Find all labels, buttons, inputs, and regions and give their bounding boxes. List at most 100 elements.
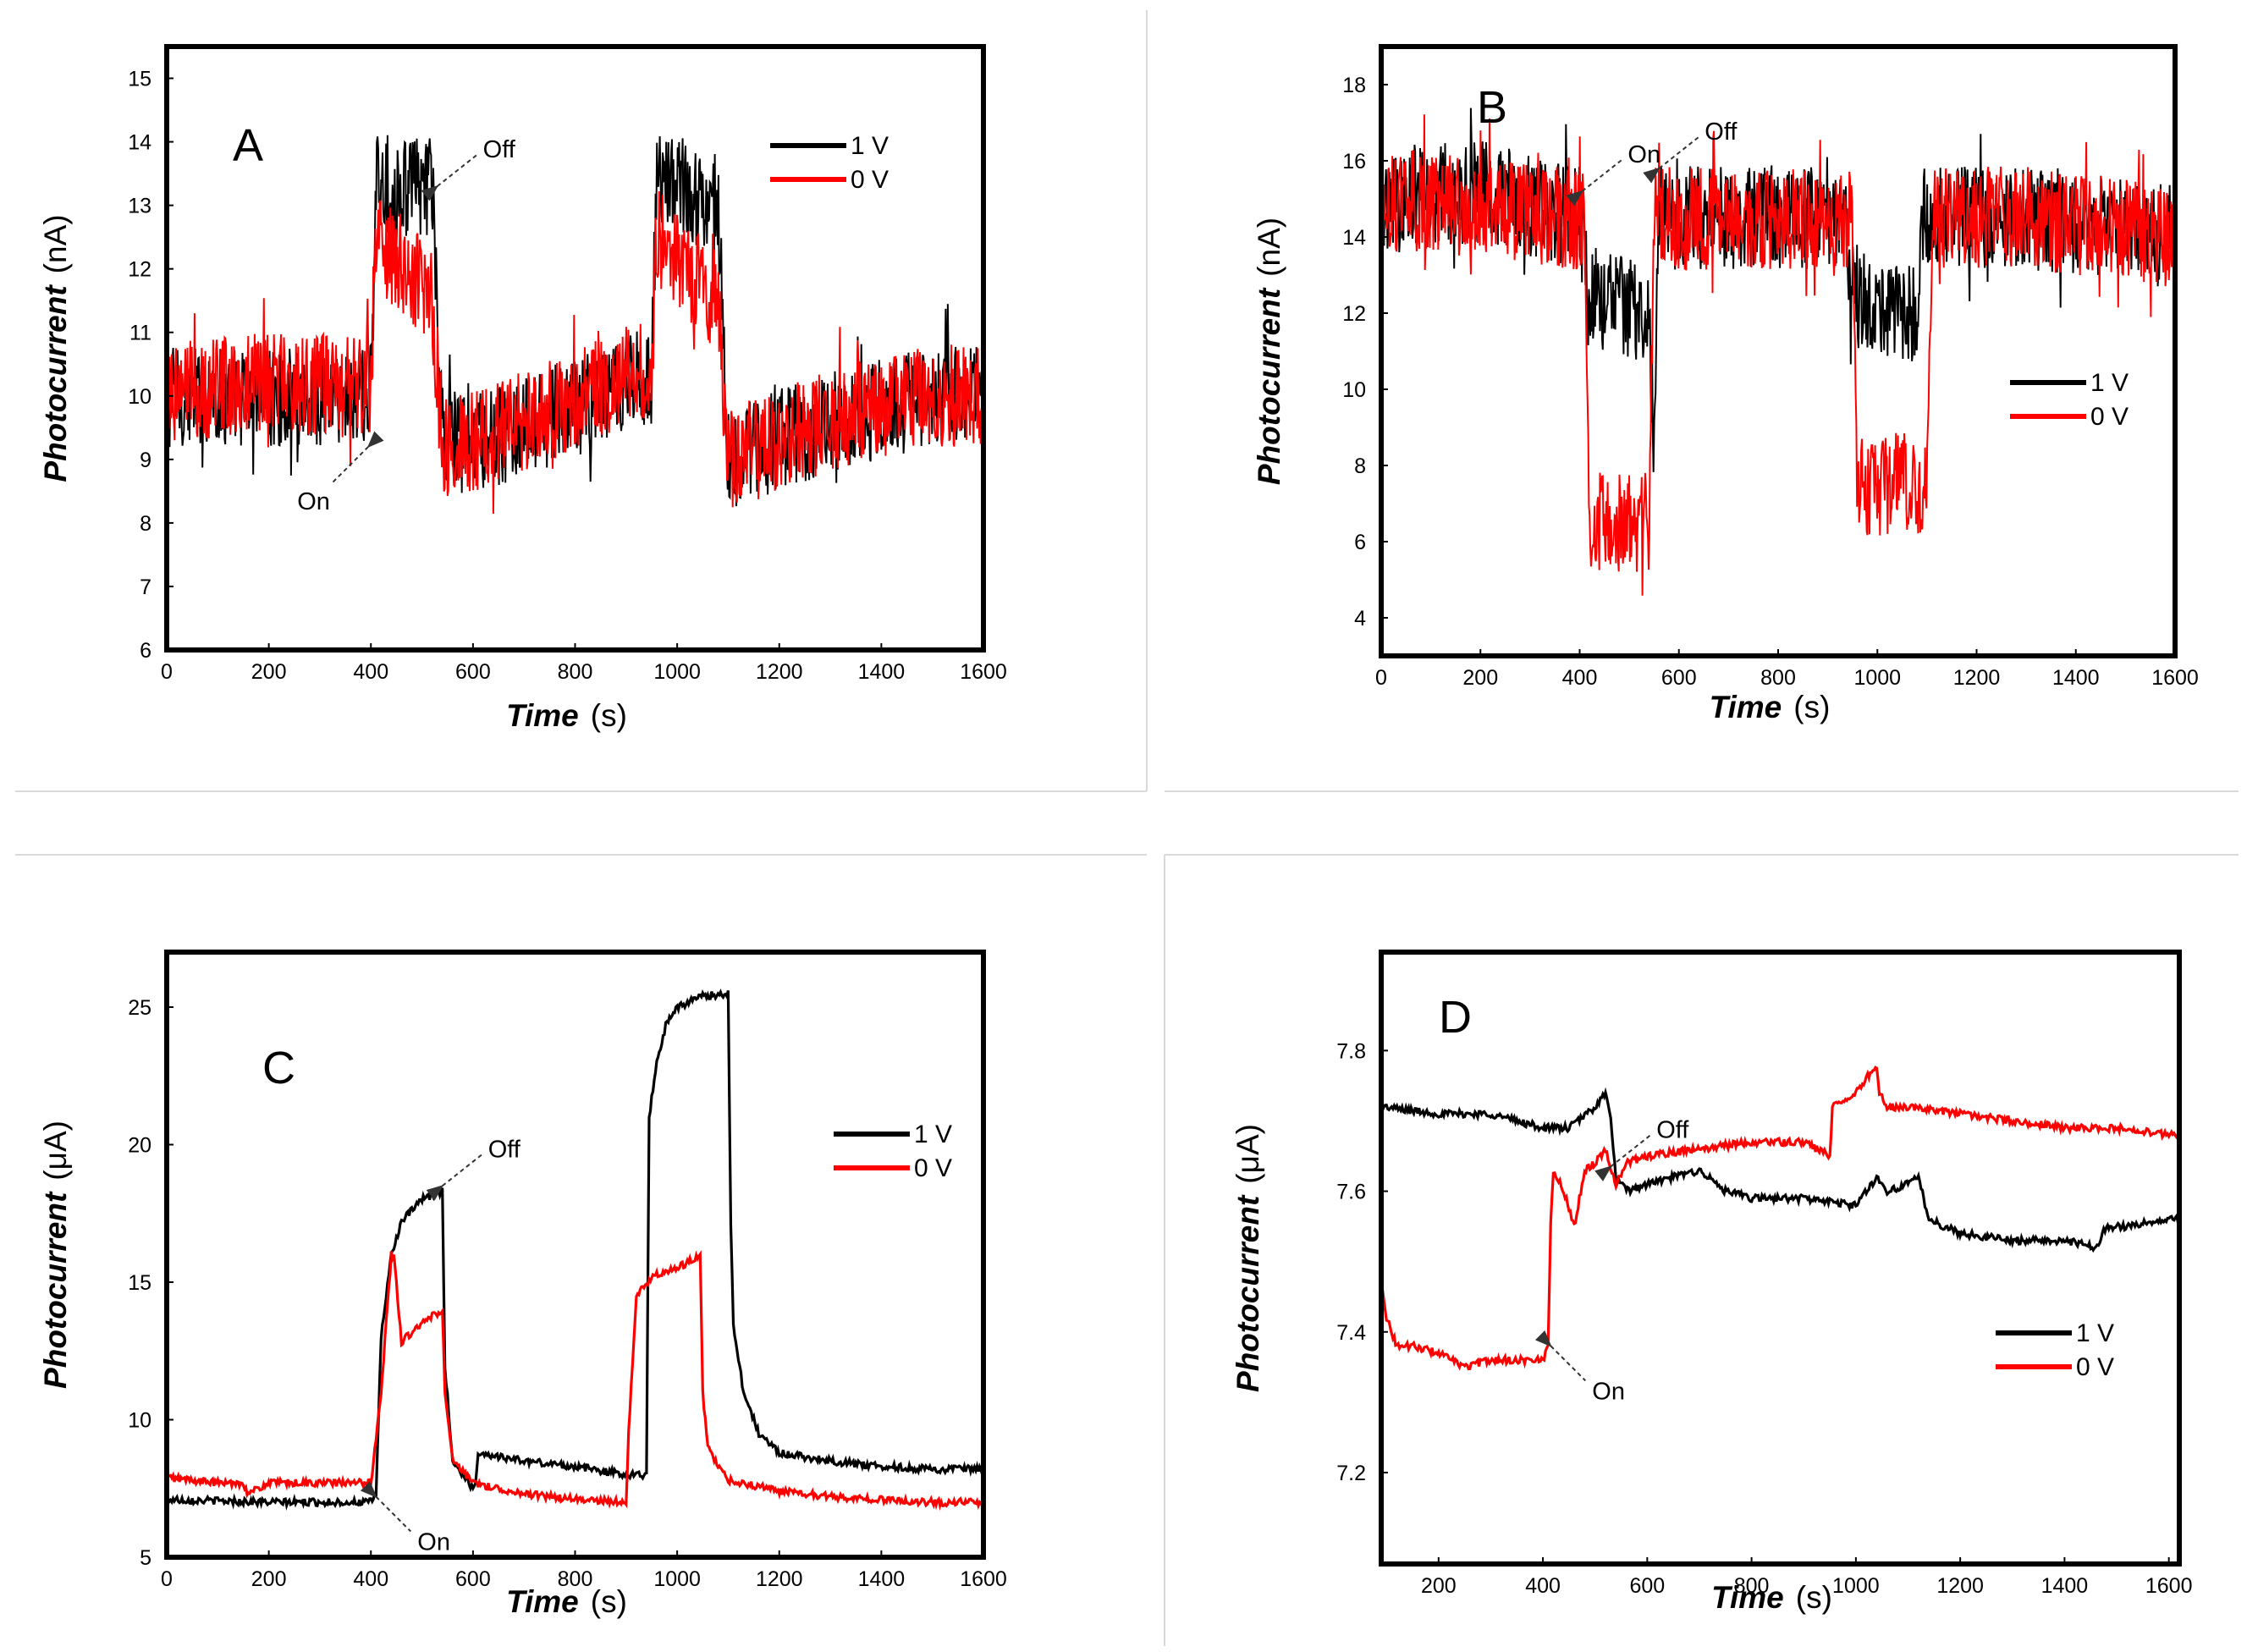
x-tick-label: 1600: [2151, 666, 2199, 690]
legend-label: 0 V: [2076, 1353, 2114, 1381]
y-tick-label: 15: [128, 1271, 151, 1295]
x-tick-label: 1000: [653, 1567, 701, 1591]
annotation-label: On: [297, 488, 330, 515]
x-tick-label: 1200: [756, 660, 803, 684]
legend-label: 0 V: [851, 166, 889, 194]
y-tick-label: 5: [140, 1546, 151, 1570]
legend-label: 1 V: [851, 132, 889, 160]
x-tick-label: 1600: [960, 660, 1007, 684]
annotation-label: On: [417, 1529, 450, 1556]
y-tick-label: 16: [1342, 150, 1366, 173]
annotation-arrow: [1643, 135, 1700, 184]
plot-frame: [1379, 950, 2182, 1567]
x-tick-label: 0: [161, 660, 173, 684]
legend-label: 1 V: [914, 1121, 952, 1148]
panel-label: B: [1477, 82, 1507, 133]
y-tick-label: 7.2: [1336, 1462, 1366, 1485]
series-line-1v: [167, 988, 983, 1511]
series-line-1v: [1381, 1087, 2179, 1253]
x-tick-label: 400: [353, 660, 388, 684]
y-tick-label: 14: [1342, 226, 1366, 250]
y-tick-label: 13: [128, 195, 151, 218]
annotation-arrow: [421, 153, 479, 201]
x-tick-label: 1200: [1936, 1574, 1984, 1598]
panel-label: A: [233, 120, 263, 171]
x-tick-label: 1000: [1853, 666, 1901, 690]
chart-panel-d: 200 400 600 800 1000 1200 1400 1600 7.2 7.4 7.6 7.8…: [1231, 950, 2193, 1615]
y-tick-label: 12: [128, 258, 151, 282]
x-tick-label: 1000: [1832, 1574, 1880, 1598]
x-tick-label: 1000: [653, 660, 701, 684]
chart-panel-b: 0 200 400 600 800 1000 1200 1400 1600 4 6 8 10 12 14 16…: [1252, 44, 2199, 724]
x-tick-label: 1600: [960, 1567, 1007, 1591]
x-tick-label: 1200: [756, 1567, 803, 1591]
y-tick-label: 6: [1354, 531, 1366, 554]
series-line-0v: [1381, 1066, 2179, 1371]
x-tick-label: 200: [251, 1567, 287, 1591]
legend-label: 1 V: [2076, 1319, 2114, 1347]
x-tick-label: 600: [455, 1567, 491, 1591]
x-tick-label: 200: [1421, 1574, 1457, 1598]
panel-label: D: [1439, 992, 1472, 1043]
y-tick-label: 10: [128, 1409, 151, 1433]
legend-label: 1 V: [2090, 369, 2129, 397]
x-tick-label: 800: [1734, 1574, 1770, 1598]
annotation-label: Off: [1705, 118, 1738, 146]
legend-label: 0 V: [914, 1154, 952, 1182]
chart-panel-a: 0 200 400 600 800 1000 1200 1400 1600 6 7 8 9 10 11 12 1…: [38, 44, 1007, 733]
y-tick-label: 14: [128, 131, 151, 155]
x-tick-label: 200: [251, 660, 287, 684]
annotation-arrow: [1566, 158, 1624, 206]
y-tick-label: 15: [128, 68, 151, 91]
y-tick-label: 4: [1354, 607, 1366, 631]
y-tick-label: 8: [1354, 454, 1366, 478]
annotation-arrow: [426, 1153, 484, 1201]
x-axis-label: Time (s): [1710, 690, 1831, 724]
series-line-0v: [167, 1250, 983, 1512]
y-tick-label: 20: [128, 1134, 151, 1158]
y-tick-label: 9: [140, 449, 151, 472]
annotation-arrow: [1594, 1133, 1652, 1181]
y-axis-label: Photocurrent(μA): [1231, 1124, 1265, 1392]
annotation-arrow: [1534, 1330, 1587, 1382]
y-tick-label: 12: [1342, 302, 1366, 326]
x-tick-label: 1200: [1953, 666, 2001, 690]
chart-panel-c: 0 200 400 600 800 1000 1200 1400 1600 5 10 15 20 25 Ti…: [38, 950, 1007, 1619]
y-tick-label: 10: [1342, 378, 1366, 402]
x-tick-label: 800: [558, 660, 593, 684]
x-axis-label: Time (s): [506, 1584, 627, 1619]
x-tick-label: 1400: [2041, 1574, 2089, 1598]
panel-label: C: [262, 1043, 295, 1093]
y-tick-label: 6: [140, 639, 151, 663]
y-tick-label: 10: [128, 385, 151, 409]
x-tick-label: 1600: [2145, 1574, 2193, 1598]
x-tick-label: 600: [455, 660, 491, 684]
y-axis-label: Photocurrent(μA): [38, 1121, 73, 1389]
plot-frame: [1379, 44, 2178, 658]
y-tick-label: 7.6: [1336, 1181, 1366, 1204]
x-tick-label: 800: [558, 1567, 593, 1591]
y-tick-label: 11: [129, 322, 151, 345]
annotation-label: Off: [1656, 1116, 1689, 1143]
x-tick-label: 600: [1661, 666, 1697, 690]
y-tick-label: 18: [1342, 74, 1366, 97]
series-line-0v: [1381, 114, 2175, 596]
x-tick-label: 600: [1629, 1574, 1665, 1598]
annotation-label: On: [1627, 141, 1660, 168]
y-axis-label: Photocurrent(nA): [1252, 218, 1286, 485]
x-tick-label: 400: [1525, 1574, 1561, 1598]
annotation-label: Off: [488, 1136, 521, 1163]
x-axis-label: Time (s): [506, 698, 627, 733]
x-tick-label: 0: [1375, 666, 1387, 690]
x-tick-label: 800: [1760, 666, 1796, 690]
annotation-label: Off: [483, 136, 516, 163]
x-tick-label: 0: [161, 1567, 173, 1591]
x-tick-label: 400: [353, 1567, 388, 1591]
annotation-arrow: [330, 431, 384, 485]
annotation-arrow: [360, 1481, 411, 1533]
annotation-label: On: [1592, 1378, 1625, 1405]
series-line-0v: [167, 190, 983, 515]
y-axis-label: Photocurrent(nA): [38, 214, 73, 482]
x-tick-label: 1400: [2052, 666, 2100, 690]
